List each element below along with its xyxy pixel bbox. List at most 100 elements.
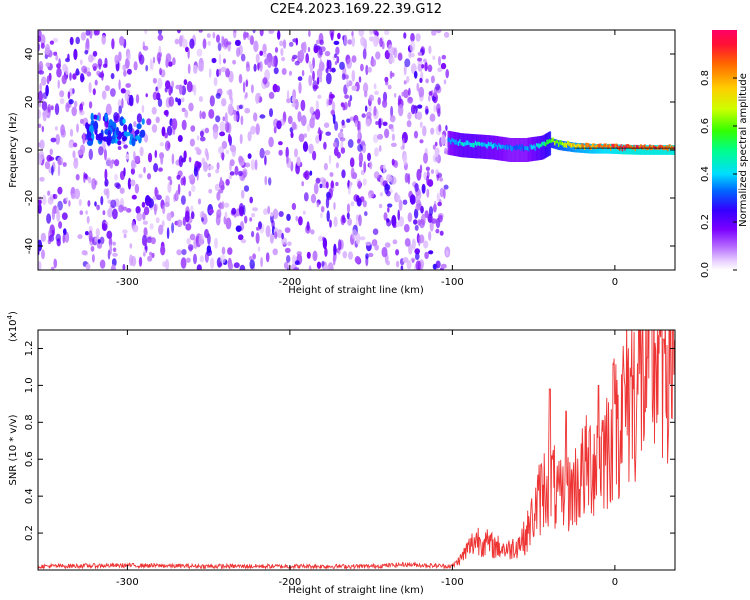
early-blob-speck <box>90 112 94 121</box>
noise-speckle <box>239 264 246 270</box>
noise-speckle <box>368 193 372 199</box>
signal-halo <box>643 145 646 155</box>
noise-speckle <box>291 96 296 104</box>
signal-core <box>459 139 462 144</box>
signal-halo <box>649 145 652 155</box>
early-blob-speck <box>141 118 145 125</box>
noise-speckle <box>184 109 189 118</box>
noise-speckle <box>118 204 124 213</box>
noise-speckle <box>50 137 57 143</box>
noise-speckle <box>244 215 248 224</box>
noise-speckle <box>198 30 203 33</box>
noise-speckle <box>196 148 202 155</box>
signal-core <box>513 145 516 149</box>
noise-speckle <box>177 98 182 106</box>
noise-speckle <box>91 178 97 190</box>
noise-speckle <box>133 151 136 161</box>
signal-core <box>491 144 494 149</box>
noise-speckle <box>57 79 60 89</box>
noise-speckle <box>333 202 336 210</box>
noise-speckle <box>419 121 423 128</box>
noise-speckle <box>254 159 258 171</box>
noise-speckle <box>168 96 175 107</box>
noise-speckle <box>206 33 211 38</box>
noise-speckle <box>265 225 271 238</box>
noise-speckle <box>384 128 390 139</box>
noise-speckle <box>404 58 411 68</box>
noise-speckle <box>198 62 204 72</box>
noise-speckle <box>410 52 415 58</box>
noise-speckle <box>397 52 403 61</box>
noise-speckle <box>378 118 382 129</box>
noise-speckle <box>88 101 93 109</box>
noise-speckle <box>253 63 257 72</box>
signal-core <box>503 145 506 149</box>
noise-speckle <box>176 249 182 256</box>
signal-core <box>625 144 628 149</box>
noise-speckle <box>57 164 61 177</box>
noise-speckle <box>125 83 131 88</box>
noise-speckle <box>171 153 175 165</box>
noise-speckle <box>361 113 366 118</box>
noise-speckle <box>96 70 101 76</box>
noise-speckle <box>207 40 211 46</box>
signal-halo <box>451 131 454 156</box>
signal-core <box>522 146 526 152</box>
noise-speckle <box>348 251 353 260</box>
noise-speckle <box>406 75 410 84</box>
noise-speckle <box>84 50 89 55</box>
signal-halo <box>645 145 648 155</box>
noise-speckle <box>146 236 153 243</box>
noise-speckle <box>428 91 433 96</box>
noise-speckle <box>120 88 126 94</box>
noise-speckle <box>39 139 45 150</box>
colorbar: 0.0 0.2 0.4 0.6 0.8 Normalized spectral ampl… <box>700 30 749 278</box>
noise-speckle <box>330 109 335 116</box>
noise-speckle <box>390 176 397 185</box>
signal-core <box>534 145 537 151</box>
noise-speckle <box>391 127 395 132</box>
noise-speckle <box>105 103 112 116</box>
noise-speckle <box>155 86 158 92</box>
y-tick-label: 0.8 <box>24 414 35 430</box>
noise-speckle <box>220 254 226 264</box>
noise-speckle <box>384 30 390 36</box>
signal-core <box>480 142 483 146</box>
noise-speckle <box>225 217 232 230</box>
snr-series-line <box>38 330 675 570</box>
signal-halo <box>474 134 477 159</box>
noise-speckle <box>188 174 195 180</box>
noise-speckle <box>318 235 324 242</box>
noise-speckle <box>160 154 164 165</box>
noise-speckle <box>438 56 441 66</box>
noise-speckle <box>421 183 426 194</box>
noise-speckle <box>303 41 307 54</box>
noise-speckle <box>158 167 163 172</box>
noise-speckle <box>187 63 191 74</box>
noise-speckle <box>391 215 397 227</box>
noise-speckle <box>218 68 222 76</box>
noise-speckle <box>243 185 250 192</box>
noise-speckle <box>390 142 397 147</box>
noise-speckle <box>230 96 234 106</box>
early-blob-speck <box>139 129 146 138</box>
noise-speckle <box>234 165 239 176</box>
noise-speckle <box>212 32 216 39</box>
noise-speckle <box>88 230 93 243</box>
noise-speckle <box>278 141 283 146</box>
noise-speckle <box>391 57 395 64</box>
noise-speckle <box>200 136 206 142</box>
noise-speckle <box>284 227 291 234</box>
noise-speckle <box>218 146 224 155</box>
noise-speckle <box>259 147 265 159</box>
noise-speckle <box>222 116 226 122</box>
noise-speckle <box>171 118 178 130</box>
signal-halo <box>509 138 513 162</box>
noise-speckle <box>425 78 429 84</box>
noise-speckle <box>440 62 447 70</box>
signal-core <box>460 142 463 146</box>
noise-speckle <box>74 188 81 200</box>
noise-speckle <box>404 238 411 247</box>
x-tick-label: -300 <box>116 577 139 588</box>
noise-speckle <box>186 257 191 263</box>
